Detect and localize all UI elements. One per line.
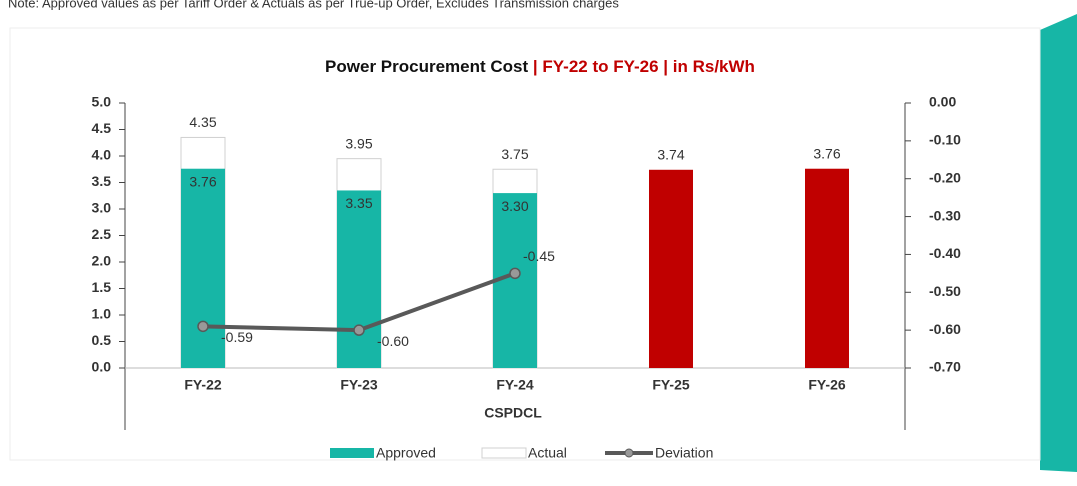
data-label: 3.76: [813, 145, 840, 161]
data-label: 3.75: [501, 146, 528, 162]
yticks-label: 2.0: [92, 253, 112, 269]
y2ticks-label: 0.00: [929, 94, 956, 110]
data-label: 3.74: [657, 146, 684, 162]
data-label: -0.60: [377, 333, 409, 349]
y2ticks-label: -0.70: [929, 359, 961, 375]
y2ticks-label: -0.60: [929, 321, 961, 337]
yticks-label: 1.0: [92, 306, 112, 322]
decor: [1040, 14, 1077, 472]
yticks-label: 1.5: [92, 279, 112, 295]
data-label: 4.35: [189, 114, 216, 130]
note: Note: Approved values as per Tariff Orde…: [8, 0, 619, 10]
data-label: 3.95: [345, 135, 372, 151]
bar: [337, 190, 381, 368]
line-marker: [353, 324, 365, 336]
yticks-label: 0.5: [92, 332, 112, 348]
data-label: 3.30: [501, 198, 528, 214]
x-axis-label: CSPDCL: [484, 405, 542, 421]
yticks-label: 0.0: [92, 359, 112, 375]
bar: [649, 169, 693, 368]
line-marker: [197, 320, 209, 333]
x-tick-label: FY-25: [652, 377, 690, 393]
line-marker: [509, 267, 521, 280]
y2ticks-label: -0.40: [929, 245, 961, 261]
data-label: 3.35: [345, 195, 372, 211]
legend-swatch: [624, 448, 634, 458]
data-label: -0.45: [523, 248, 555, 264]
legend-label: Deviation: [655, 445, 713, 461]
legend-swatch: [330, 448, 374, 458]
x-tick-label: FY-23: [340, 377, 378, 393]
y2ticks-label: -0.10: [929, 132, 961, 148]
x-tick-label: FY-24: [496, 377, 534, 393]
data-label: -0.59: [221, 329, 253, 345]
yticks-label: 2.5: [92, 226, 112, 242]
y2ticks-label: -0.30: [929, 207, 961, 223]
x-tick-label: FY-22: [184, 377, 222, 393]
bar: [181, 168, 225, 368]
y2ticks-label: -0.20: [929, 169, 961, 185]
legend-label: Approved: [376, 445, 436, 461]
yticks-label: 5.0: [92, 94, 112, 110]
chart-title: Power Procurement Cost | FY-22 to FY-26 …: [325, 57, 755, 76]
yticks-label: 3.5: [92, 173, 112, 189]
legend-swatch: [481, 447, 527, 459]
yticks-label: 4.5: [92, 120, 112, 136]
bar: [805, 168, 849, 368]
x-tick-label: FY-26: [808, 377, 846, 393]
y2ticks-label: -0.50: [929, 283, 961, 299]
yticks-label: 4.0: [92, 147, 112, 163]
data-label: 3.76: [189, 173, 216, 189]
legend-label: Actual: [528, 445, 567, 461]
yticks-label: 3.0: [92, 200, 112, 216]
